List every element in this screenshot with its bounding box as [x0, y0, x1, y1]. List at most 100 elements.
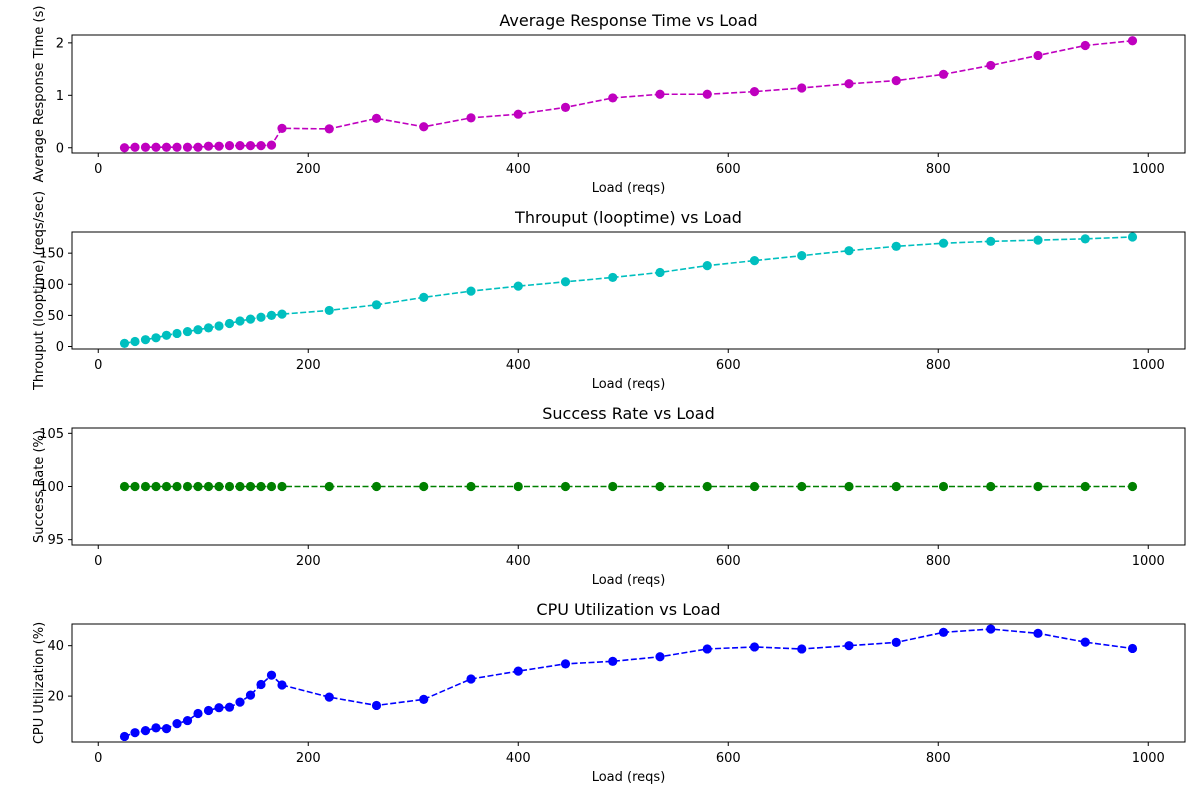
data-point: [140, 726, 151, 736]
data-point: [256, 141, 266, 151]
data-point: [324, 481, 334, 492]
data-point: [182, 481, 193, 492]
x-tick-label: 1000: [1132, 751, 1165, 766]
data-point: [1080, 40, 1090, 51]
data-point: [161, 330, 172, 340]
data-point: [844, 246, 854, 256]
subplot-3: Success Rate vs Load 0 200 400 600 800 1000 95 1…: [32, 404, 1186, 588]
data-point: [702, 481, 712, 492]
y-tick-label: 1: [56, 89, 64, 104]
data-point: [182, 326, 193, 337]
data-point: [608, 93, 618, 103]
x-tick-label: 0: [94, 358, 102, 373]
x-axis-label: Load (reqs): [592, 770, 666, 785]
x-tick-label: 0: [94, 751, 102, 766]
data-point: [891, 637, 901, 648]
data-point: [256, 481, 266, 492]
data-point: [371, 700, 382, 711]
data-point: [119, 731, 130, 742]
data-point: [151, 723, 161, 733]
data-point: [1080, 637, 1090, 647]
data-point: [891, 481, 901, 492]
x-tick-label: 600: [716, 751, 741, 766]
data-point: [608, 272, 618, 283]
data-point: [560, 659, 571, 669]
data-point: [245, 314, 256, 324]
data-point: [466, 113, 476, 123]
data-point: [986, 481, 996, 492]
x-tick-label: 600: [716, 358, 741, 373]
data-point: [235, 481, 245, 492]
data-point: [130, 728, 140, 738]
data-point: [560, 102, 571, 112]
data-point: [938, 481, 949, 492]
data-point: [235, 141, 245, 151]
data-point: [324, 692, 334, 702]
data-point: [235, 316, 245, 326]
x-tick-label: 0: [94, 554, 102, 569]
y-tick-label: 0: [56, 340, 64, 355]
data-point: [986, 624, 996, 634]
data-point: [182, 142, 193, 152]
data-point: [119, 143, 130, 153]
y-tick-label: 50: [47, 309, 64, 324]
x-tick-label: 0: [94, 162, 102, 177]
y-axis-label: CPU Utilization (%): [32, 622, 47, 744]
subplot-1: Average Response Time vs Load 0 200 400 600 8…: [32, 6, 1186, 196]
data-point: [513, 109, 523, 119]
data-point: [466, 286, 476, 296]
data-point: [749, 642, 760, 652]
series-line: [124, 236, 1133, 345]
data-point: [214, 141, 224, 151]
data-point: [193, 708, 203, 719]
y-axis-label: Success Rate (%): [32, 430, 47, 543]
data-point: [655, 481, 665, 492]
data-point: [161, 142, 172, 152]
data-point: [224, 702, 235, 712]
data-point: [1033, 50, 1043, 61]
data-point: [466, 481, 476, 492]
data-point: [844, 79, 854, 89]
x-tick-label: 800: [926, 751, 951, 766]
data-point: [513, 281, 523, 291]
data-point: [182, 715, 193, 726]
data-point: [203, 323, 214, 333]
data-point: [193, 481, 203, 492]
series-line: [124, 39, 1133, 149]
data-point: [140, 142, 151, 152]
data-point: [151, 481, 161, 492]
data-point: [702, 261, 712, 271]
x-tick-label: 600: [716, 162, 741, 177]
data-point: [513, 666, 523, 676]
x-tick-label: 600: [716, 554, 741, 569]
data-point: [224, 481, 235, 492]
data-point: [151, 333, 161, 343]
data-point: [655, 652, 665, 662]
y-tick-label: 2: [56, 36, 64, 51]
data-point: [277, 309, 287, 319]
data-point: [608, 656, 618, 666]
x-tick-label: 800: [926, 162, 951, 177]
x-axis-label: Load (reqs): [592, 573, 666, 588]
data-point: [419, 481, 429, 492]
x-tick-label: 400: [506, 554, 531, 569]
data-point: [560, 277, 571, 287]
data-point: [1080, 234, 1090, 244]
chart-title: Average Response Time vs Load: [499, 11, 757, 30]
data-point: [749, 87, 760, 97]
data-point: [655, 267, 665, 278]
data-point: [140, 335, 151, 345]
x-axis-label: Load (reqs): [592, 181, 666, 196]
data-point: [466, 674, 476, 684]
plot-frame: [71, 34, 1186, 154]
y-tick-label: 20: [47, 690, 64, 705]
subplot-4: CPU Utilization vs Load 0 200 400 600 800 1000…: [32, 600, 1186, 785]
data-point: [986, 236, 996, 246]
data-point: [844, 481, 854, 492]
data-point: [1127, 232, 1138, 242]
data-point: [702, 644, 712, 654]
x-tick-label: 200: [296, 751, 321, 766]
x-tick-label: 800: [926, 554, 951, 569]
data-point: [119, 481, 130, 492]
x-axis-label: Load (reqs): [592, 377, 666, 392]
